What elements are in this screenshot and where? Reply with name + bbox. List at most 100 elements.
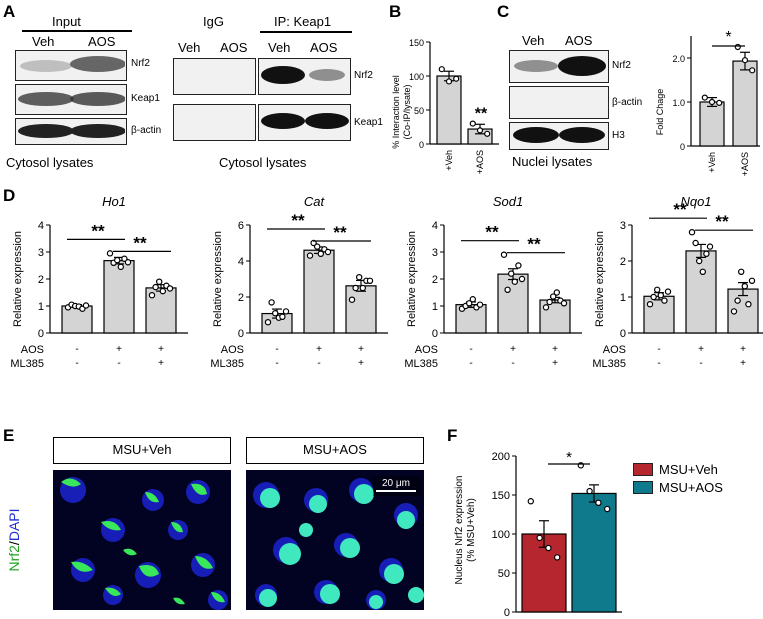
data-point — [465, 300, 473, 307]
row-label-actin: β-actin — [131, 125, 162, 136]
aos-sign: - — [657, 344, 660, 355]
ip-veh-label: Veh — [268, 40, 291, 55]
significance-mark: ** — [475, 105, 488, 122]
y-tick-label: 0 — [38, 328, 44, 340]
data-point — [476, 127, 484, 134]
data-point — [515, 262, 522, 269]
significance-mark: ** — [715, 212, 729, 231]
data-point — [586, 487, 593, 495]
data-point — [748, 277, 756, 285]
significance-mark: ** — [333, 223, 347, 242]
data-point — [657, 291, 665, 299]
y-tick-label: 100 — [409, 72, 424, 82]
blot-c-actin — [509, 86, 609, 119]
e-label-msu-veh: MSU+Veh — [53, 437, 231, 464]
chart-title: Ho1 — [102, 194, 126, 209]
y-tick-label: 2 — [432, 274, 438, 286]
caption-nuclei: Nuclei lysates — [512, 154, 593, 169]
c-row-label-h3: H3 — [612, 130, 625, 141]
data-point — [313, 243, 321, 250]
ml385-sign: - — [275, 358, 278, 369]
chart-d-cat: Cat Relative expression 0 2 4 6 ** ** AOS ML385 - -… — [210, 194, 388, 370]
legend-swatch-aos — [633, 481, 653, 494]
data-point — [500, 251, 508, 258]
bar — [571, 492, 617, 613]
ml385-sign: + — [358, 358, 364, 369]
c-veh-label: Veh — [522, 33, 545, 48]
aos-sign: - — [75, 344, 78, 355]
data-point — [527, 498, 535, 505]
significance-mark: * — [725, 29, 731, 46]
y-tick-label: 6 — [238, 220, 244, 232]
c-aos-label: AOS — [565, 33, 593, 48]
scalebar — [376, 490, 416, 492]
bar — [61, 305, 93, 334]
chart-title: Sod1 — [493, 194, 523, 209]
e-label-msu-aos: MSU+AOS — [246, 437, 424, 464]
row-label-aos: AOS — [603, 344, 626, 356]
data-point — [646, 300, 654, 308]
y-tick-label: 200 — [492, 451, 510, 463]
data-point — [734, 297, 741, 304]
data-point — [324, 248, 332, 256]
bar — [685, 250, 717, 334]
veh-label: Veh — [32, 34, 55, 49]
ml385-sign: - — [699, 358, 702, 369]
data-point — [553, 289, 560, 296]
aos-sign: - — [275, 344, 278, 355]
data-point — [317, 250, 325, 258]
data-point — [152, 283, 159, 291]
f-ylabel-1: Nucleus Nrf2 expression — [454, 476, 465, 585]
data-point — [124, 259, 132, 266]
x-tick-label: +Veh — [444, 150, 454, 171]
data-point — [749, 67, 756, 74]
data-point — [166, 285, 174, 292]
data-point — [279, 313, 286, 321]
y-tick-label: 2.0 — [672, 54, 685, 64]
data-point — [653, 286, 661, 294]
panel-label-a: A — [3, 2, 16, 21]
data-point — [741, 282, 748, 290]
chart-title: Cat — [304, 194, 326, 209]
e-ylabel-dapi: DAPI — [6, 508, 22, 542]
row-label-ml385: ML385 — [210, 358, 244, 370]
blot-c-nrf2 — [509, 50, 609, 83]
aos-label: AOS — [88, 34, 116, 49]
row-label-ml385: ML385 — [592, 358, 626, 370]
data-point — [282, 308, 290, 315]
data-point — [106, 250, 114, 257]
y-tick-label: 3 — [432, 247, 438, 259]
c-row-label-actin: β-actin — [612, 97, 643, 108]
ip-keap1-title: IP: Keap1 — [274, 14, 332, 29]
bar — [303, 249, 335, 334]
e-ylabel: Nrf2/DAPI — [6, 508, 34, 571]
aos-sign: + — [698, 344, 704, 355]
caption-cytosol-right: Cytosol lysates — [219, 155, 307, 170]
data-point — [306, 252, 314, 259]
e-ylabel-slash: / — [6, 541, 22, 546]
data-point — [549, 293, 557, 300]
data-point — [310, 239, 317, 247]
panel-label-c: C — [497, 2, 510, 21]
data-point — [113, 256, 121, 264]
aos-sign: + — [510, 344, 516, 355]
micrograph-msu-veh — [53, 470, 231, 610]
y-tick-label: 0 — [419, 140, 424, 150]
data-point — [745, 300, 752, 308]
y-tick-label: 150 — [409, 38, 424, 48]
input-title: Input — [52, 14, 81, 29]
data-point — [511, 278, 519, 285]
bar — [345, 285, 377, 334]
f-ylabel-2: (% MSU+Veh) — [466, 498, 477, 562]
data-point — [545, 544, 552, 552]
y-tick-label: 2 — [620, 256, 626, 268]
row-label-keap1: Keap1 — [131, 93, 160, 104]
data-point — [706, 243, 714, 250]
c-ylabel: Fold Chage — [655, 89, 665, 136]
aos-sign: + — [552, 344, 558, 355]
micrograph-msu-aos: 20 μm — [246, 470, 424, 610]
chart-b: % Interaction level (Co-IP/lysate) 0 50 10… — [391, 38, 499, 174]
bar — [103, 260, 135, 334]
data-point — [507, 270, 515, 277]
ml385-sign: + — [552, 358, 558, 369]
